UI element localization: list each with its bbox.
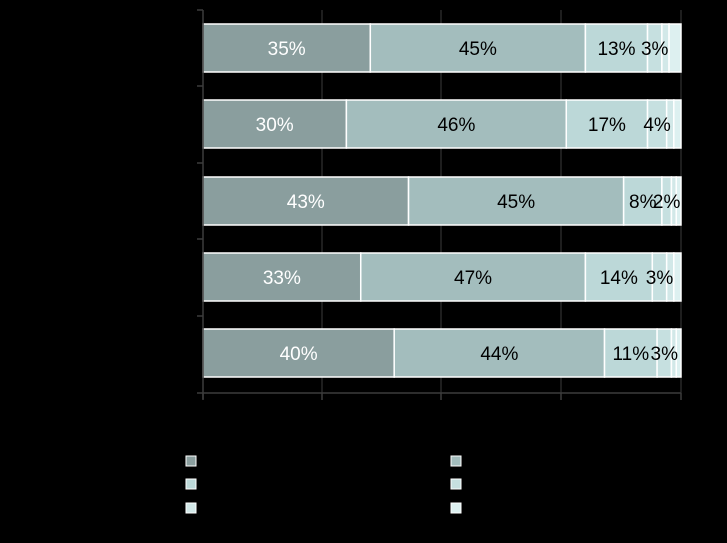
axes — [197, 9, 682, 400]
data-label: 46% — [437, 115, 475, 136]
data-label: 33% — [263, 268, 301, 289]
data-label: 40% — [280, 344, 318, 365]
bar-segment — [202, 328, 395, 378]
bar-segment — [673, 252, 682, 302]
data-label: 30% — [256, 115, 294, 136]
bar-segment — [202, 252, 362, 302]
data-label: 35% — [268, 39, 306, 60]
bar-segment — [407, 176, 625, 226]
legend-swatch — [185, 478, 197, 490]
data-label: 3% — [651, 344, 679, 365]
bar-segment — [359, 252, 587, 302]
data-label: 8% — [629, 192, 657, 213]
bar-segment — [673, 99, 682, 149]
data-label: 4% — [643, 115, 671, 136]
legend-swatch — [450, 502, 462, 514]
data-label: 17% — [588, 115, 626, 136]
bar-segment — [584, 252, 654, 302]
data-labels: 35% 45% 13% 3% 30% 46% 17% 4% 43% 45% 8%2% 33% 47% 14… — [256, 39, 681, 365]
legend-swatch — [450, 455, 462, 467]
data-label: 3% — [646, 268, 674, 289]
bar-segment — [369, 23, 587, 73]
bars — [202, 23, 682, 378]
data-label: 14% — [600, 268, 638, 289]
bar-segment — [675, 176, 682, 226]
data-label: 13% — [597, 39, 635, 60]
bar-segment — [202, 176, 410, 226]
bar-segment — [202, 23, 372, 73]
data-label: 45% — [459, 39, 497, 60]
legend-swatch — [185, 455, 197, 467]
bar-segment — [584, 23, 649, 73]
legend-swatch — [450, 478, 462, 490]
legend-swatch — [185, 502, 197, 514]
legend — [185, 455, 462, 514]
bar-segment — [622, 176, 663, 226]
bar-segment — [345, 99, 568, 149]
bar-segment — [393, 328, 606, 378]
data-label: 11% — [612, 344, 649, 365]
data-label: 44% — [480, 344, 518, 365]
data-label: 47% — [454, 268, 492, 289]
data-label: 2% — [653, 192, 681, 213]
bar-segment — [675, 328, 682, 378]
bar-segment — [603, 328, 658, 378]
data-label: 3% — [641, 39, 669, 60]
data-label: 43% — [287, 192, 325, 213]
bar-segment — [565, 99, 649, 149]
bar-segment — [668, 23, 682, 73]
data-label: 45% — [497, 192, 535, 213]
